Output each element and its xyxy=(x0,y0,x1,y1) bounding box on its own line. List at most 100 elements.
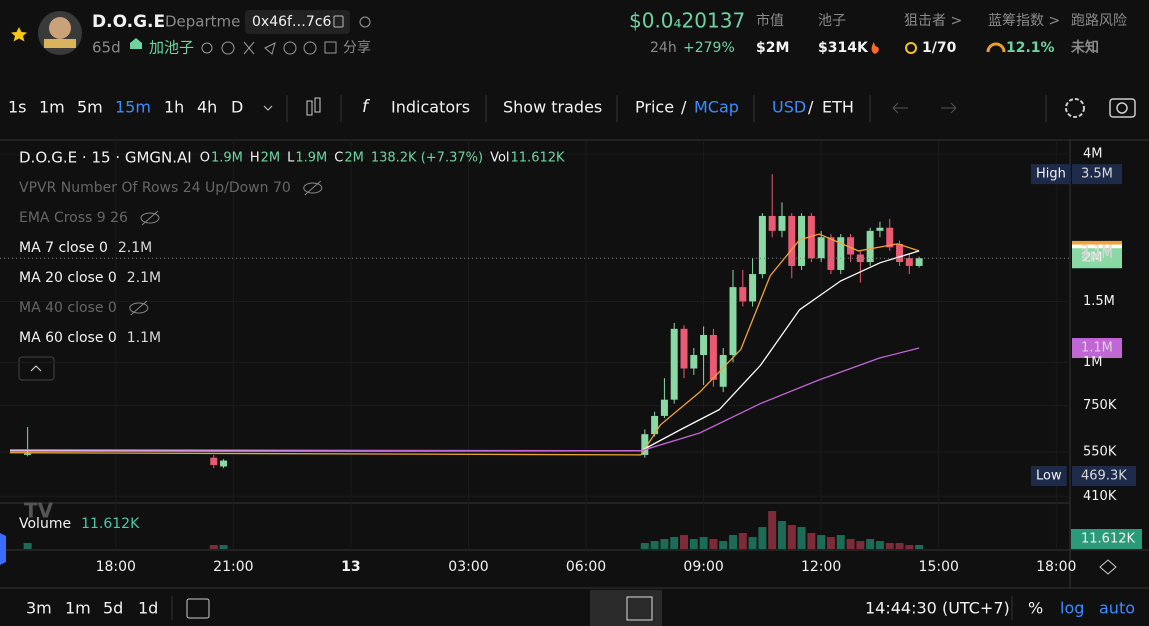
volume-bar xyxy=(748,537,757,549)
interval[interactable]: 15m xyxy=(115,98,151,117)
volume-bar xyxy=(856,541,865,549)
candle-icon[interactable] xyxy=(314,97,321,113)
price-tag-label: 2.1M xyxy=(1081,243,1113,258)
separator-slash: / xyxy=(681,98,687,117)
auto-toggle[interactable]: auto xyxy=(1099,599,1135,618)
candle-body xyxy=(210,457,218,465)
show-trades[interactable]: Show trades xyxy=(503,98,602,117)
candle-body xyxy=(847,237,855,255)
dropdown[interactable] xyxy=(263,105,273,111)
indicator-name[interactable]: MA 20 close 0 xyxy=(19,270,117,286)
log-toggle[interactable]: log xyxy=(1060,599,1084,618)
side-tab[interactable] xyxy=(0,533,6,565)
range[interactable]: 3m xyxy=(26,599,52,618)
volume-bar xyxy=(738,533,747,549)
undo[interactable] xyxy=(892,102,908,114)
mcap[interactable]: MCap xyxy=(694,98,739,117)
share[interactable]: 分享 xyxy=(343,39,371,56)
indicator-name[interactable]: MA 7 close 0 xyxy=(19,240,108,256)
interval[interactable]: 1m xyxy=(39,98,65,117)
volume-bar xyxy=(905,545,914,549)
price-tag-name-box xyxy=(1031,465,1067,486)
candle-icon[interactable] xyxy=(306,100,313,116)
usd[interactable]: USD xyxy=(772,98,806,117)
collapse-button[interactable] xyxy=(18,356,55,381)
candle-body xyxy=(220,460,228,467)
favorite-star[interactable] xyxy=(11,27,27,42)
price-tag-name: High xyxy=(1036,167,1066,182)
range[interactable]: 5d xyxy=(103,599,123,618)
toolbar: f xyxy=(263,95,1136,122)
indicator-name[interactable]: MA 60 close 0 xyxy=(19,330,117,346)
interval[interactable]: 5m xyxy=(77,98,103,117)
volume-bar xyxy=(817,535,826,549)
volume-bar xyxy=(640,543,649,549)
stat-value: 1/70 xyxy=(922,40,957,56)
interval[interactable]: 1h xyxy=(164,98,184,117)
eth[interactable]: ETH xyxy=(822,98,854,117)
price-tag-name-box xyxy=(1031,164,1071,185)
y-tick-label: 1M xyxy=(1083,355,1103,370)
price[interactable]: Price xyxy=(635,98,674,117)
candle-body xyxy=(670,328,678,400)
x-tick-label: 18:00 xyxy=(96,559,136,575)
ma-line xyxy=(9,347,920,452)
fit-icon[interactable] xyxy=(626,596,653,621)
price-tag-label: 3.5M xyxy=(1081,167,1113,182)
plot xyxy=(0,140,1142,550)
footer xyxy=(171,590,1013,626)
stat-label: 跑路风险 xyxy=(1071,13,1127,29)
range[interactable]: 1m xyxy=(65,599,91,618)
candle-body xyxy=(758,215,766,275)
indicator-name[interactable]: MA 40 close 0 xyxy=(19,300,117,316)
collapse-arrow xyxy=(30,365,42,372)
pool-label[interactable]: 加池子 xyxy=(149,39,194,57)
drag-handle[interactable] xyxy=(590,590,662,626)
fx-icon[interactable]: f xyxy=(362,97,371,117)
indicators[interactable]: Indicators xyxy=(391,98,470,117)
interval[interactable]: 4h xyxy=(197,98,217,117)
copy-icon[interactable] xyxy=(333,15,344,28)
change-label: 24h xyxy=(650,40,677,56)
range[interactable]: 1d xyxy=(138,599,158,618)
x-tick-label: 06:00 xyxy=(566,559,606,575)
axis-settings[interactable] xyxy=(1099,559,1117,575)
pool-icon xyxy=(130,38,142,49)
candle-body xyxy=(915,258,923,266)
search-icon[interactable] xyxy=(359,16,371,28)
hidden-eye[interactable] xyxy=(140,212,160,224)
price-tag xyxy=(1072,338,1122,359)
x-tick-label: 09:00 xyxy=(683,559,723,575)
interval[interactable]: 1s xyxy=(8,98,27,117)
legend-symbol: D.O.G.E · 15 · GMGN.AI xyxy=(19,149,192,167)
stat-label: 狙击者 > xyxy=(904,13,962,29)
x-tick-label: 12:00 xyxy=(801,559,841,575)
indicator-value: 1.1M xyxy=(127,330,161,346)
settings[interactable] xyxy=(1065,98,1085,118)
indicator-value: 2.1M xyxy=(127,270,161,286)
volume-bar xyxy=(915,544,924,549)
separator-slash: / xyxy=(808,98,814,117)
screenshot[interactable] xyxy=(1109,98,1136,118)
avatar-band xyxy=(44,39,76,48)
hidden-eye[interactable] xyxy=(129,302,149,314)
stat-label: 市值 xyxy=(756,12,784,29)
interval[interactable]: D xyxy=(231,98,243,117)
price-tag xyxy=(1072,248,1122,269)
candle-body xyxy=(768,215,776,231)
candle-body xyxy=(749,274,757,302)
indicator-name[interactable]: EMA Cross 9 26 xyxy=(19,210,128,226)
redo[interactable] xyxy=(941,102,957,114)
y-tick-label: 1.5M xyxy=(1083,294,1115,309)
volume-bar xyxy=(875,541,884,549)
hidden-eye[interactable] xyxy=(303,182,323,194)
percent-toggle[interactable]: % xyxy=(1028,599,1043,618)
indicator-name[interactable]: VPVR Number Of Rows 24 Up/Down 70 xyxy=(19,180,291,196)
volume-bar xyxy=(777,521,786,549)
avatar-face xyxy=(49,17,71,39)
volume-bar xyxy=(758,527,767,549)
calendar-icon[interactable] xyxy=(186,598,210,619)
volume-tag xyxy=(1071,529,1142,549)
address-box[interactable] xyxy=(245,10,350,34)
